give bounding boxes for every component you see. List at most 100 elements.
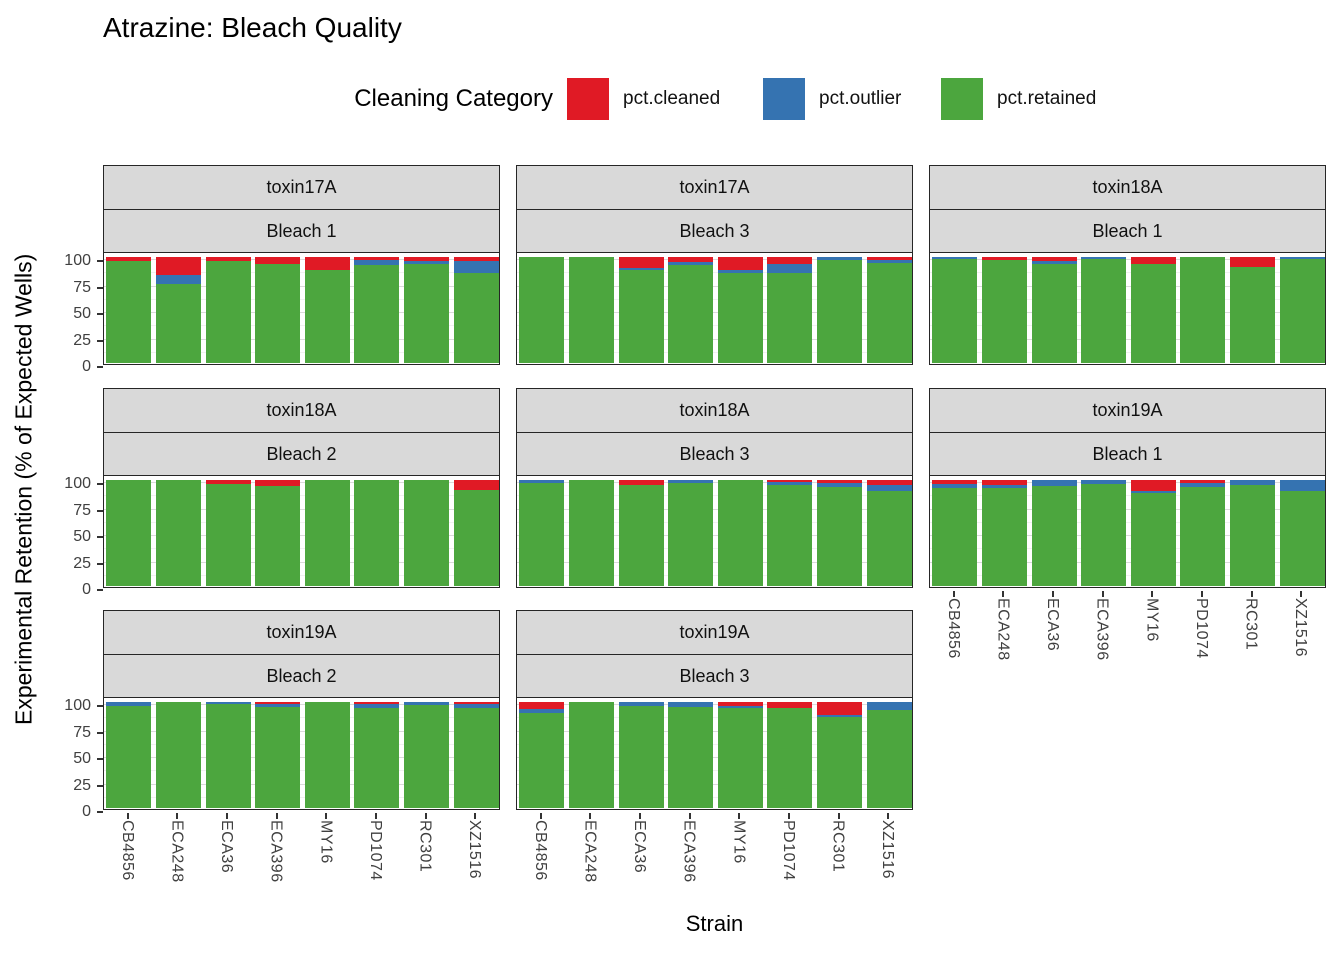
bar-XZ1516 xyxy=(453,476,499,587)
bar-segment-outlier xyxy=(817,714,863,717)
x-tick-label: PD1074 xyxy=(366,820,384,881)
bar-segment-cleaned xyxy=(1130,257,1176,265)
minor-gridline xyxy=(104,743,499,745)
bar-segment-retained xyxy=(866,710,912,808)
x-tick-label: PD1074 xyxy=(779,820,797,881)
bar-segment-cleaned xyxy=(981,257,1027,261)
bar-ECA248 xyxy=(155,698,201,809)
bar-segment-outlier xyxy=(1279,257,1325,260)
bar-CB4856 xyxy=(932,253,978,364)
bar-segment-outlier xyxy=(255,704,301,708)
bar-segment-retained xyxy=(618,706,664,808)
bar-segment-retained xyxy=(866,490,912,586)
bar-XZ1516 xyxy=(866,698,912,809)
x-tick-label: MY16 xyxy=(730,820,748,864)
x-axis-tick xyxy=(126,813,129,819)
major-gridline xyxy=(104,783,499,785)
minor-gridline xyxy=(517,548,912,550)
bar-segment-outlier xyxy=(866,260,912,264)
bar-segment-outlier xyxy=(717,269,763,273)
bar-segment-retained xyxy=(304,702,350,808)
y-axis-tick xyxy=(97,758,103,760)
bar-ECA36 xyxy=(618,698,664,809)
minor-gridline xyxy=(930,574,1325,576)
bar-CB4856 xyxy=(519,476,565,587)
bar-segment-outlier xyxy=(519,709,565,713)
x-tick-label: RC301 xyxy=(416,820,434,873)
x-tick-label: ECA36 xyxy=(631,820,649,874)
bar-segment-cleaned xyxy=(767,702,813,709)
bar-segment-outlier xyxy=(668,480,714,484)
major-gridline xyxy=(517,561,912,563)
x-tick-label: CB4856 xyxy=(118,820,136,881)
x-tick-label: ECA396 xyxy=(1093,598,1111,661)
minor-gridline xyxy=(517,495,912,497)
minor-gridline xyxy=(930,495,1325,497)
bar-segment-retained xyxy=(717,272,763,363)
bar-segment-outlier xyxy=(767,482,813,486)
x-axis-title: Strain xyxy=(685,911,744,936)
bar-XZ1516 xyxy=(453,253,499,364)
bar-PD1074 xyxy=(767,698,813,809)
bar-RC301 xyxy=(817,698,863,809)
bar-ECA36 xyxy=(205,698,251,809)
bar-segment-outlier xyxy=(932,484,978,489)
x-axis-tick xyxy=(639,813,642,819)
bar-segment-outlier xyxy=(717,706,763,709)
x-tick-label: ECA396 xyxy=(680,820,698,883)
bar-segment-cleaned xyxy=(1031,257,1077,262)
bar-RC301 xyxy=(1230,253,1276,364)
bar-segment-outlier xyxy=(453,704,499,709)
major-gridline xyxy=(104,535,499,536)
plot-area xyxy=(516,252,913,365)
bar-segment-retained xyxy=(106,480,152,586)
minor-gridline xyxy=(104,548,499,550)
bar-CB4856 xyxy=(519,253,565,364)
legend-label-retained: pct.retained xyxy=(997,88,1097,109)
y-tick-label: 50 xyxy=(73,750,91,767)
bar-ECA396 xyxy=(1081,476,1127,587)
bar-segment-retained xyxy=(155,283,201,363)
bar-segment-outlier xyxy=(618,702,664,707)
bar-segment-cleaned xyxy=(255,257,301,265)
bar-ECA396 xyxy=(668,698,714,809)
minor-gridline xyxy=(517,272,912,274)
bar-segment-cleaned xyxy=(155,257,201,276)
bar-CB4856 xyxy=(932,476,978,587)
major-gridline xyxy=(930,561,1325,563)
bar-segment-retained xyxy=(717,480,763,586)
x-axis-tick xyxy=(275,813,278,819)
minor-gridline xyxy=(930,521,1325,523)
facet-panel: toxin19A Bleach 1 xyxy=(929,388,1326,588)
x-axis-tick xyxy=(226,813,229,819)
bar-segment-retained xyxy=(568,480,614,586)
bar-segment-outlier xyxy=(767,264,813,273)
y-tick-label: 0 xyxy=(82,358,91,375)
x-tick-label: ECA248 xyxy=(581,820,599,883)
bar-segment-retained xyxy=(767,708,813,808)
bar-PD1074 xyxy=(1180,253,1226,364)
minor-gridline xyxy=(517,717,912,719)
facet-strip-bleach: Bleach 1 xyxy=(103,208,500,254)
major-gridline xyxy=(930,285,1325,287)
bar-segment-outlier xyxy=(866,702,912,711)
bar-segment-retained xyxy=(668,265,714,363)
bar-segment-outlier xyxy=(205,702,251,705)
bar-XZ1516 xyxy=(453,698,499,809)
bar-segment-retained xyxy=(767,485,813,586)
minor-gridline xyxy=(517,351,912,353)
minor-gridline xyxy=(517,325,912,327)
facet-strip-toxin: toxin17A xyxy=(103,165,500,210)
major-gridline xyxy=(930,312,1325,313)
y-axis-tick xyxy=(97,313,103,315)
x-tick-label: ECA396 xyxy=(267,820,285,883)
bar-ECA396 xyxy=(668,476,714,587)
bar-ECA396 xyxy=(255,698,301,809)
bar-segment-retained xyxy=(568,257,614,363)
bar-ECA248 xyxy=(568,476,614,587)
bar-segment-outlier xyxy=(1130,490,1176,493)
bar-segment-retained xyxy=(1081,259,1127,363)
major-gridline xyxy=(104,561,499,563)
facet-strip-bleach: Bleach 2 xyxy=(103,431,500,477)
bar-segment-retained xyxy=(255,707,301,808)
